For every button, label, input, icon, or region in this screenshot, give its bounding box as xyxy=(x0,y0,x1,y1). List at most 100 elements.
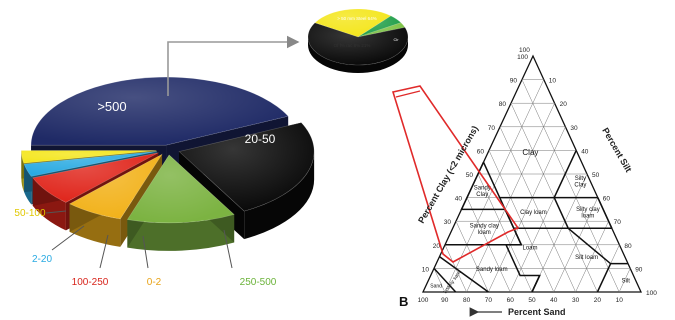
tick-silt-80: 80 xyxy=(624,243,632,250)
tick-clay-10: 10 xyxy=(422,266,430,273)
axis-title-bottom: Percent Sand xyxy=(508,307,566,317)
inset-pie-slice-0-gloss xyxy=(308,22,408,66)
triangle-class-boundaries xyxy=(433,150,629,293)
main-pie-slice-5-gloss xyxy=(24,151,157,177)
tick-silt-30: 30 xyxy=(570,125,578,132)
tick-sand-90: 90 xyxy=(441,297,449,304)
main-pie-leader-3 xyxy=(142,235,149,269)
main-pie-chart xyxy=(21,76,315,251)
triangle-tick-labels: 10 10 10 20 20 20 30 30 30 40 40 40 50 50 50 60 60 60 70 70… xyxy=(418,47,658,304)
tick-silt-70: 70 xyxy=(614,219,622,226)
class-label-clay: Clay xyxy=(522,148,538,157)
tick-silt-100: 100 xyxy=(646,290,657,297)
tick-clay-90: 90 xyxy=(510,78,518,85)
class-boundary-2 xyxy=(460,161,506,211)
tick-sand-30: 30 xyxy=(572,297,580,304)
tick-clay-60: 60 xyxy=(477,148,485,155)
tick-sand-50: 50 xyxy=(528,297,536,304)
class-label-sand: Sand xyxy=(430,283,442,289)
soil-texture-triangle: 10 10 10 20 20 20 30 30 30 40 40 40 50 50 50 60 60 60 70 70… xyxy=(391,47,658,317)
highlight-callout-outline xyxy=(391,85,520,263)
main-pie-slice-2-gloss xyxy=(127,154,235,223)
tick-silt-20: 20 xyxy=(560,101,568,108)
tick-silt-40: 40 xyxy=(581,148,589,155)
tick-clay-80: 80 xyxy=(499,101,507,108)
main-pie-slice-1-wall xyxy=(244,151,315,240)
axis-title-right: Percent Silt xyxy=(600,126,633,174)
inset-pie-label-1: Of f% rac 8% 21% xyxy=(334,43,371,48)
class-boundary-10 xyxy=(531,275,541,293)
class-label-clay-loam: Clay loam xyxy=(520,210,547,216)
tick-silt-60: 60 xyxy=(603,196,611,203)
grid-silt-90 xyxy=(618,268,631,293)
main-pie-leader-2 xyxy=(223,229,233,269)
tick-clay-30: 30 xyxy=(444,219,452,226)
main-pie-label-0: >500 xyxy=(97,99,126,114)
grid-silt-70 xyxy=(575,221,609,293)
grid-silt-30 xyxy=(488,126,566,293)
grid-sand-70 xyxy=(455,221,489,293)
tick-clay-40: 40 xyxy=(455,196,463,203)
class-label-silty-clay: Silty Clay xyxy=(574,176,586,189)
inset-pie-chart xyxy=(307,8,409,73)
inset-pie-slice-3-gloss xyxy=(358,22,405,37)
class-label-sandy-clay: Sandy Clay xyxy=(474,186,491,199)
main-pie-slice-0-gloss xyxy=(31,77,289,146)
class-boundary-13 xyxy=(596,263,612,293)
tick-sand-80: 80 xyxy=(463,297,471,304)
grid-sand-10 xyxy=(521,79,620,293)
class-label-loam: Loam xyxy=(522,246,537,252)
tick-clay-20: 20 xyxy=(433,243,441,250)
main-pie-label-5: 2-20 xyxy=(32,254,52,265)
tick-sand-60: 60 xyxy=(507,297,515,304)
grid-silt-60 xyxy=(553,197,599,293)
main-pie-labels: >500 20-50 250-500 0-2 100-250 2-20 50-100 xyxy=(14,99,276,288)
class-boundary-11 xyxy=(439,255,489,293)
class-boundary-4 xyxy=(597,197,613,229)
grid-sand-30 xyxy=(499,126,576,293)
inset-pie-labels: > 50 mm Steel 64% Of f% rac 8% 21% Clr xyxy=(334,16,400,48)
tick-clay-100: 100 xyxy=(517,54,528,61)
main-pie-label-3: 0-2 xyxy=(147,277,162,288)
inset-pie-slice-2-gloss xyxy=(358,15,401,37)
tick-apex: 100 xyxy=(519,47,530,54)
class-label-sandy-clay-loam: Sandy clay loam xyxy=(470,223,499,236)
tick-silt-50: 50 xyxy=(592,172,600,179)
tick-silt-10: 10 xyxy=(549,78,557,85)
class-boundary-7 xyxy=(513,227,522,246)
class-label-silt-loam: Silt loam xyxy=(575,255,598,261)
main-pie-slice-3-gloss xyxy=(69,154,163,219)
main-pie-slice-4-gloss xyxy=(32,152,159,203)
inset-connector-arrow xyxy=(167,35,300,96)
tick-sand-20: 20 xyxy=(594,297,602,304)
main-pie-leader-6 xyxy=(45,210,67,214)
tick-sand-70: 70 xyxy=(485,297,493,304)
tick-sand-100: 100 xyxy=(418,297,429,304)
tick-clay-70: 70 xyxy=(488,125,496,132)
panel-label: B xyxy=(399,294,408,309)
grid-silt-50 xyxy=(531,173,588,293)
tick-sand-40: 40 xyxy=(550,297,558,304)
class-label-sandy-loam: Sandy loam xyxy=(476,267,508,273)
main-pie-slice-2-wall xyxy=(127,214,235,251)
inset-pie-label-0: > 50 mm Steel 64% xyxy=(337,16,376,21)
main-pie-leader-4 xyxy=(99,234,109,269)
main-pie-slice-6-gloss xyxy=(21,150,157,164)
main-pie-label-4: 100-250 xyxy=(72,277,109,288)
grid-sand-90 xyxy=(433,268,446,293)
inset-pie-slice-0-wall xyxy=(308,37,408,73)
triangle-class-labels: Clay Silty Clay Sandy Clay Clay loam Silty cla… xyxy=(430,148,630,295)
tick-silt-90: 90 xyxy=(635,266,643,273)
class-label-silty-clay-loam: Silty clay loam xyxy=(576,207,600,220)
inset-pie-slice-1-gloss xyxy=(314,9,391,37)
main-pie-label-6: 50-100 xyxy=(14,208,46,219)
main-pie-label-1: 20-50 xyxy=(245,132,276,146)
highlight-callout-stripe xyxy=(395,90,421,98)
inset-pie-label-2: Clr xyxy=(393,37,399,42)
main-pie-label-2: 250-500 xyxy=(240,277,277,288)
tick-sand-10: 10 xyxy=(616,297,624,304)
class-label-silt: Silt xyxy=(622,279,631,285)
triangle-grid xyxy=(421,54,643,293)
tick-clay-50: 50 xyxy=(466,172,474,179)
